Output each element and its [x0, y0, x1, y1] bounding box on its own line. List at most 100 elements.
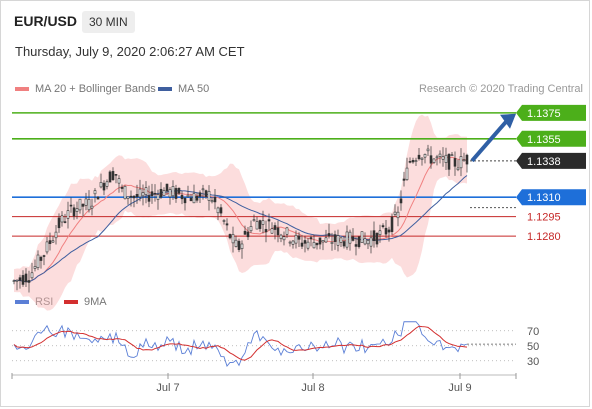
ma50-line	[13, 175, 468, 283]
level-tag-0	[516, 104, 586, 121]
candle-body-101	[315, 242, 319, 246]
candle-body-17	[63, 221, 67, 223]
level-tag-label-2: 1.1338	[527, 156, 561, 168]
candle-body-51	[165, 183, 169, 192]
candle-body-106	[330, 241, 334, 244]
candle-body-3	[21, 275, 25, 285]
candle-body-55	[177, 187, 181, 194]
rsi-tick-2: 30	[527, 356, 539, 368]
candle-body-74	[234, 239, 238, 247]
candle-body-97	[303, 240, 307, 244]
level-tag-label-3: 1.1310	[527, 192, 561, 204]
candle-body-118	[366, 240, 370, 245]
candle-body-1	[15, 279, 19, 282]
candle-body-68	[216, 207, 220, 214]
rsi-ma-swatch	[64, 300, 78, 304]
candle-body-47	[153, 192, 157, 195]
level-tag-label-0: 1.1375	[527, 108, 561, 120]
candle-body-49	[159, 188, 163, 198]
candle-body-45	[147, 195, 151, 202]
candle-body-4	[24, 273, 28, 283]
candle-body-12	[48, 240, 52, 244]
candle-body-109	[339, 237, 343, 243]
candle-body-121	[375, 233, 379, 245]
rsi-ma-line	[13, 325, 468, 361]
candle-body-57	[183, 197, 187, 204]
candle-body-39	[129, 195, 133, 198]
rsi-panel: 70 50 30	[12, 321, 539, 368]
candle-body-114	[354, 244, 358, 247]
candle-body-78	[246, 231, 250, 238]
candle-body-117	[363, 238, 367, 245]
candle-body-26	[90, 205, 94, 209]
candle-body-65	[207, 190, 211, 201]
legend-ma50: MA 50	[158, 83, 209, 95]
candle-body-80	[252, 219, 256, 222]
candle-body-131	[405, 167, 409, 180]
candle-body-11	[45, 241, 49, 253]
candle-body-148	[456, 167, 460, 171]
legend-rsi-label: RSI	[35, 296, 53, 308]
candle-body-41	[135, 194, 139, 198]
candle-body-2	[18, 277, 22, 281]
candle-body-73	[231, 234, 235, 244]
candle-body-111	[345, 231, 349, 248]
candle-body-13	[51, 240, 55, 243]
candle-body-6	[30, 272, 34, 279]
candle-body-89	[279, 234, 283, 239]
candle-body-52	[168, 189, 172, 198]
candle-body-42	[138, 188, 142, 198]
candle-body-105	[327, 233, 331, 237]
candle-body-94	[294, 234, 298, 244]
candle-body-151	[465, 154, 469, 165]
candle-body-18	[66, 210, 70, 219]
candle-body-19	[69, 204, 73, 207]
candle-body-9	[39, 256, 43, 261]
timeframe-badge[interactable]: 30 MIN	[82, 11, 135, 33]
projection	[470, 113, 516, 163]
candle-body-75	[237, 240, 241, 250]
candle-body-62	[198, 192, 202, 197]
candle-body-35	[117, 178, 121, 184]
legend-rsi: RSI	[15, 296, 53, 308]
candle-body-33	[111, 171, 115, 181]
candle-body-134	[414, 160, 418, 162]
candle-body-34	[114, 174, 118, 176]
candle-body-139	[429, 155, 433, 164]
candle-body-140	[432, 158, 436, 163]
candle-body-77	[243, 230, 247, 235]
x-axis: Jul 7 Jul 8 Jul 9	[11, 373, 517, 394]
ma50-swatch	[158, 87, 172, 91]
bollinger-fill	[14, 114, 467, 311]
projection-arrow-shaft	[470, 120, 508, 163]
candle-body-130	[402, 178, 406, 181]
legend-rsi-ma-label: 9MA	[84, 296, 107, 308]
credit-text: Research © 2020 Trading Central	[418, 83, 583, 95]
candle-body-59	[189, 197, 193, 202]
candle-body-20	[72, 207, 76, 217]
level-tag-1	[516, 130, 586, 147]
candle-body-81	[255, 221, 259, 230]
candle-body-31	[105, 181, 109, 187]
candle-body-88	[276, 227, 280, 236]
candle-body-82	[258, 220, 262, 229]
candle-body-60	[192, 193, 196, 204]
level-lines	[12, 112, 516, 237]
candle-body-147	[453, 158, 457, 167]
candlesticks	[12, 144, 469, 293]
candle-body-40	[132, 195, 136, 199]
candle-body-61	[195, 195, 199, 201]
candle-body-135	[417, 154, 421, 160]
candle-body-7	[33, 266, 37, 269]
candle-body-85	[267, 219, 271, 222]
candle-body-70	[222, 220, 226, 222]
level-tag-2	[516, 152, 586, 169]
candle-body-50	[162, 190, 166, 196]
candle-body-37	[123, 185, 127, 200]
candle-body-93	[291, 240, 295, 245]
rsi-tick-1: 50	[527, 341, 539, 353]
candle-body-56	[180, 194, 184, 200]
candle-body-29	[99, 182, 103, 188]
candle-body-86	[270, 228, 274, 234]
